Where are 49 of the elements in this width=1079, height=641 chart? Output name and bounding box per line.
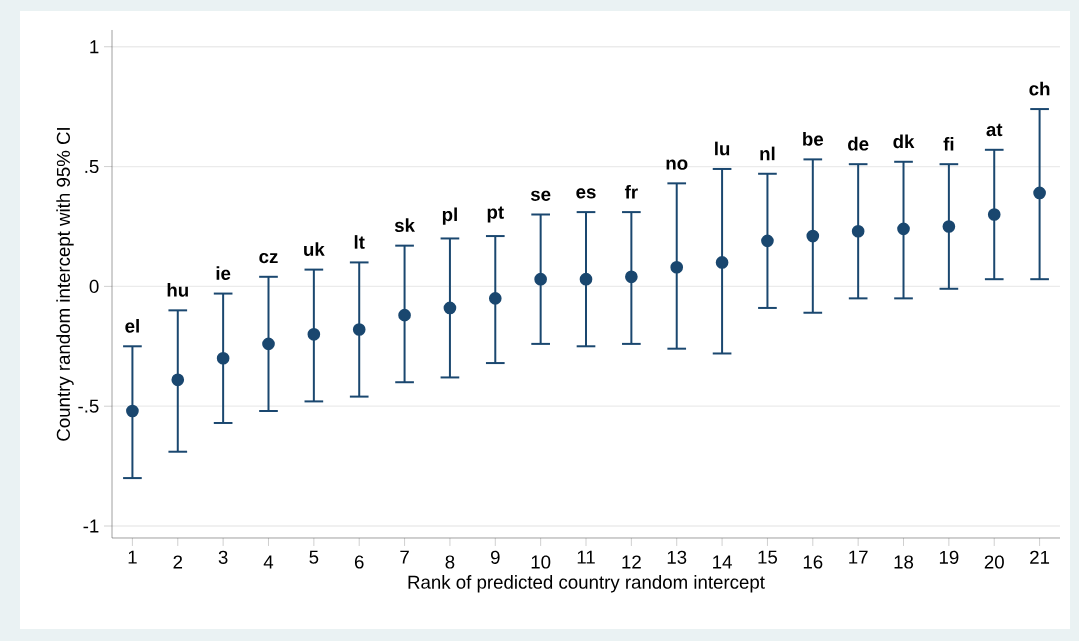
annotation: at <box>986 123 1003 137</box>
x-tick-label: 3 <box>218 550 228 564</box>
annotation: fr <box>624 184 638 199</box>
x-tick-label: 11 <box>577 550 595 564</box>
annotation: es <box>576 188 596 199</box>
annotation: de <box>848 136 869 151</box>
annotation: no <box>666 159 688 170</box>
x-tick-label: 15 <box>758 550 778 564</box>
y-tick-label: 1 <box>90 40 99 54</box>
y-tick-label: -.5 <box>78 399 99 413</box>
x-tick-label: 7 <box>400 550 409 564</box>
x-tick-label: 21 <box>1030 550 1050 564</box>
x-tick-label: 20 <box>984 555 1004 569</box>
x-tick-label: 12 <box>622 555 641 569</box>
x-tick-label: 6 <box>354 555 364 569</box>
annotation: dk <box>893 134 915 149</box>
y-tick-label: -1 <box>83 519 99 533</box>
annotation: ch <box>1029 81 1050 96</box>
annotation: lu <box>715 141 730 156</box>
x-tick-label: 16 <box>803 555 823 569</box>
annotation: nl <box>760 146 775 161</box>
x-tick-label: 1 <box>128 550 137 564</box>
x-tick-label: 9 <box>490 550 500 564</box>
annotation: pt <box>487 206 504 223</box>
x-tick-label: 13 <box>667 550 687 564</box>
annotation: be <box>803 132 824 146</box>
annotation: hu <box>167 283 188 297</box>
x-tick-label: 17 <box>849 550 868 564</box>
annotation: cz <box>259 252 278 264</box>
annotation: el <box>125 318 139 333</box>
x-tick-label: 8 <box>445 555 455 569</box>
x-tick-label: 5 <box>309 550 319 564</box>
x-tick-label: 10 <box>531 555 551 569</box>
annotation: uk <box>304 242 325 257</box>
annotation: ie <box>216 266 231 280</box>
y-axis-title: Country random intercept with 95% CI <box>56 128 74 441</box>
annotation: se <box>530 190 551 201</box>
x-axis-title: Rank of predicted country random intercept <box>408 575 765 593</box>
annotation: lt <box>354 235 365 249</box>
annotation: fi <box>943 137 954 151</box>
x-tick-label: 2 <box>173 555 183 569</box>
annotation: pl <box>442 207 457 225</box>
x-tick-label: 4 <box>263 555 274 569</box>
x-tick-label: 14 <box>713 555 732 569</box>
y-tick-label: 0 <box>89 279 99 293</box>
x-tick-label: 19 <box>939 550 959 564</box>
y-tick-label: .5 <box>85 160 99 174</box>
x-tick-label: 18 <box>894 555 914 569</box>
annotation: sk <box>394 218 415 233</box>
